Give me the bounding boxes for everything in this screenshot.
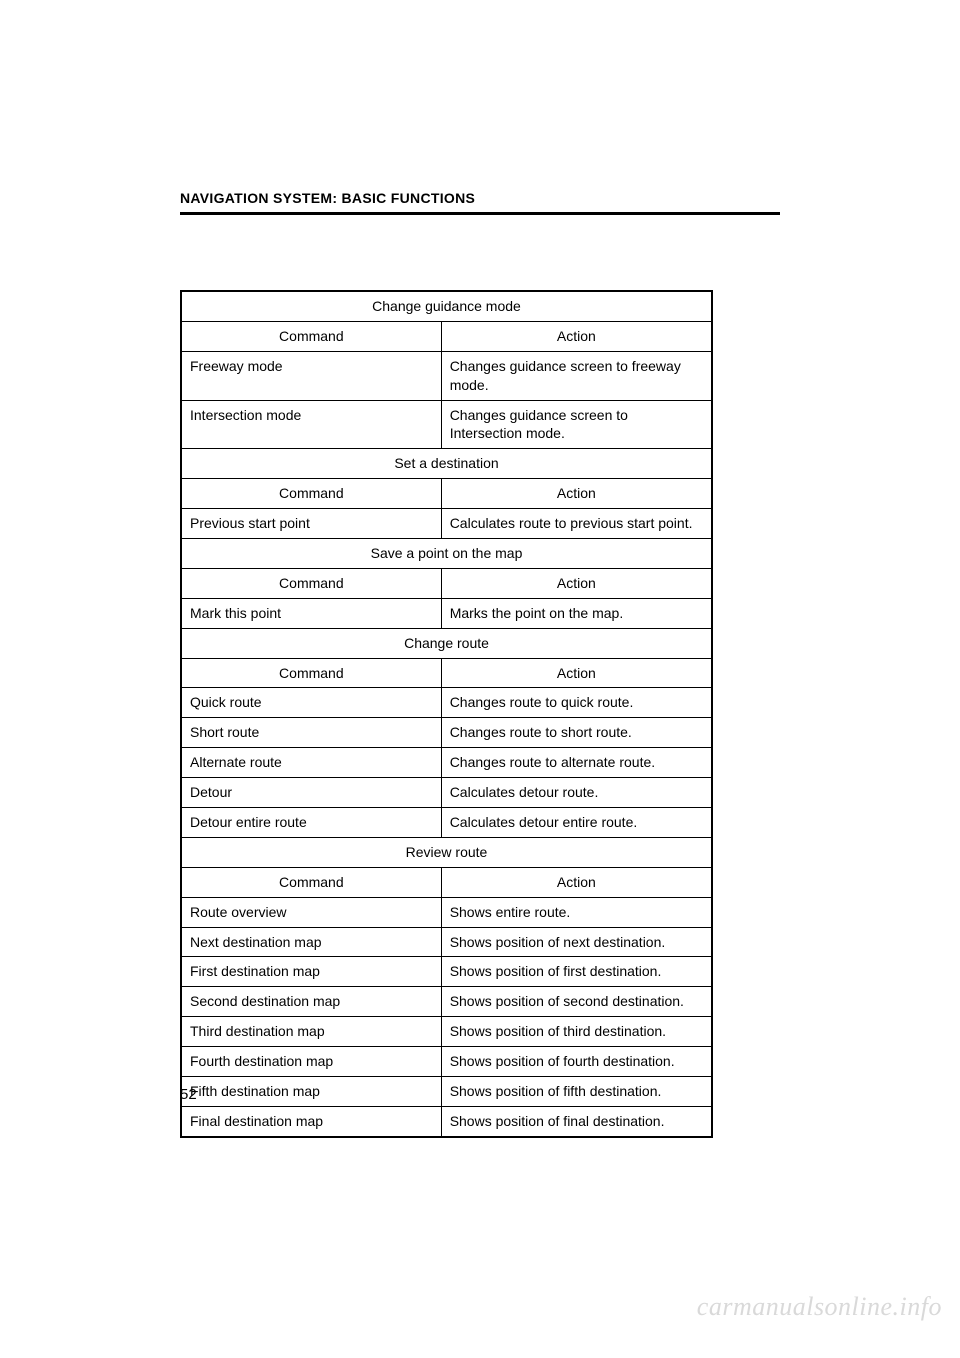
table-row: Final destination mapShows position of f… — [181, 1106, 712, 1136]
table-row: Short routeChanges route to short route. — [181, 718, 712, 748]
table-row: Third destination mapShows position of t… — [181, 1017, 712, 1047]
section-title-row: Save a point on the map — [181, 539, 712, 569]
column-header-command: Command — [181, 867, 441, 897]
action-cell: Changes guidance screen to Intersection … — [441, 400, 712, 449]
column-header-action: Action — [441, 479, 712, 509]
command-cell: Previous start point — [181, 509, 441, 539]
command-cell: Detour entire route — [181, 808, 441, 838]
watermark: carmanualsonline.info — [697, 1292, 942, 1322]
command-cell: First destination map — [181, 957, 441, 987]
action-cell: Changes guidance screen to freeway mode. — [441, 351, 712, 400]
column-header-action: Action — [441, 568, 712, 598]
command-cell: Second destination map — [181, 987, 441, 1017]
action-cell: Shows position of next destination. — [441, 927, 712, 957]
table-row: Intersection modeChanges guidance screen… — [181, 400, 712, 449]
table-row: Freeway modeChanges guidance screen to f… — [181, 351, 712, 400]
column-header-action: Action — [441, 321, 712, 351]
page-number: 52 — [180, 1086, 197, 1103]
action-cell: Shows position of final destination. — [441, 1106, 712, 1136]
command-cell: Freeway mode — [181, 351, 441, 400]
action-cell: Calculates detour entire route. — [441, 808, 712, 838]
action-cell: Changes route to quick route. — [441, 688, 712, 718]
section-title-row: Change guidance mode — [181, 291, 712, 321]
section-title-row: Review route — [181, 837, 712, 867]
command-cell: Final destination map — [181, 1106, 441, 1136]
action-cell: Shows position of fifth destination. — [441, 1077, 712, 1107]
column-header-action: Action — [441, 658, 712, 688]
command-cell: Alternate route — [181, 748, 441, 778]
table-row: Mark this pointMarks the point on the ma… — [181, 598, 712, 628]
command-cell: Route overview — [181, 897, 441, 927]
table-row: Fourth destination mapShows position of … — [181, 1047, 712, 1077]
column-header-command: Command — [181, 568, 441, 598]
table-row: Detour entire routeCalculates detour ent… — [181, 808, 712, 838]
table-row: Alternate routeChanges route to alternat… — [181, 748, 712, 778]
command-cell: Mark this point — [181, 598, 441, 628]
action-cell: Changes route to short route. — [441, 718, 712, 748]
command-cell: Short route — [181, 718, 441, 748]
command-cell: Third destination map — [181, 1017, 441, 1047]
action-cell: Shows position of fourth destination. — [441, 1047, 712, 1077]
command-cell: Quick route — [181, 688, 441, 718]
action-cell: Changes route to alternate route. — [441, 748, 712, 778]
section-title-row: Set a destination — [181, 449, 712, 479]
table-row: DetourCalculates detour route. — [181, 778, 712, 808]
command-table-wrap: Change guidance modeCommandActionFreeway… — [180, 290, 713, 1138]
column-header-command: Command — [181, 658, 441, 688]
table-row: Previous start pointCalculates route to … — [181, 509, 712, 539]
table-row: Next destination mapShows position of ne… — [181, 927, 712, 957]
column-header-command: Command — [181, 479, 441, 509]
page: NAVIGATION SYSTEM: BASIC FUNCTIONS Chang… — [0, 0, 960, 1358]
command-cell: Fifth destination map — [181, 1077, 441, 1107]
table-row: Route overviewShows entire route. — [181, 897, 712, 927]
table-row: First destination mapShows position of f… — [181, 957, 712, 987]
section-title: NAVIGATION SYSTEM: BASIC FUNCTIONS — [180, 190, 780, 206]
action-cell: Marks the point on the map. — [441, 598, 712, 628]
action-cell: Shows position of first destination. — [441, 957, 712, 987]
section-title-row: Change route — [181, 628, 712, 658]
command-table: Change guidance modeCommandActionFreeway… — [180, 290, 713, 1138]
action-cell: Shows position of third destination. — [441, 1017, 712, 1047]
action-cell: Calculates detour route. — [441, 778, 712, 808]
command-cell: Detour — [181, 778, 441, 808]
table-row: Second destination mapShows position of … — [181, 987, 712, 1017]
command-cell: Next destination map — [181, 927, 441, 957]
table-row: Quick routeChanges route to quick route. — [181, 688, 712, 718]
command-cell: Intersection mode — [181, 400, 441, 449]
table-row: Fifth destination mapShows position of f… — [181, 1077, 712, 1107]
column-header-command: Command — [181, 321, 441, 351]
header-rule — [180, 212, 780, 215]
action-cell: Shows entire route. — [441, 897, 712, 927]
action-cell: Shows position of second destination. — [441, 987, 712, 1017]
action-cell: Calculates route to previous start point… — [441, 509, 712, 539]
page-header: NAVIGATION SYSTEM: BASIC FUNCTIONS — [180, 190, 780, 215]
column-header-action: Action — [441, 867, 712, 897]
command-cell: Fourth destination map — [181, 1047, 441, 1077]
